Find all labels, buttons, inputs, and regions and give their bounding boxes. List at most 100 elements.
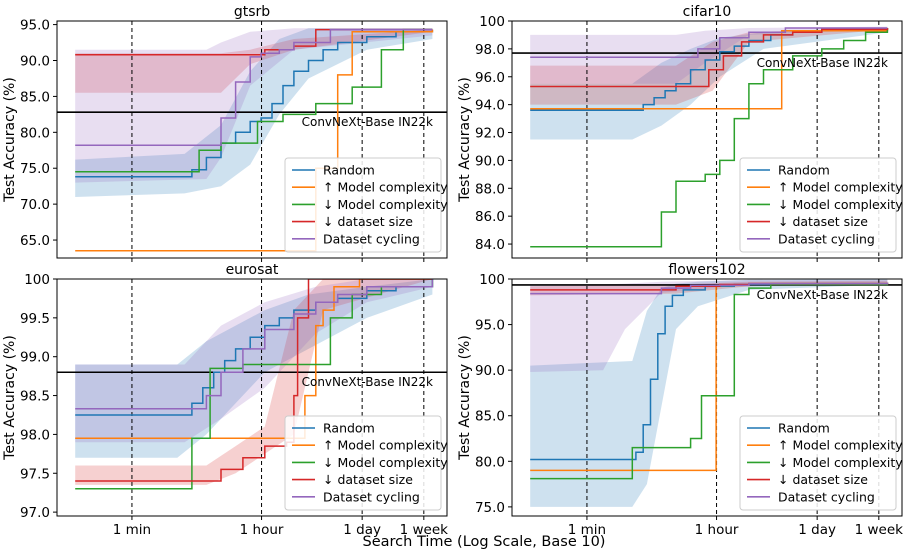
y-tick-label: 90.0 bbox=[475, 153, 505, 169]
y-axis-label: Test Accuracy (%) bbox=[457, 77, 473, 203]
panel-cifar10: ConvNeXt-Base IN22k 84.0 86.0 88.0 90.0 92.0 9… bbox=[457, 4, 903, 262]
band-Random bbox=[530, 279, 888, 507]
legend: Random ↑ Model complexity ↓ Model complexi… bbox=[284, 415, 448, 511]
legend-entry: ↓ Model complexity bbox=[778, 197, 903, 212]
series-line-↓ dataset size bbox=[530, 28, 889, 88]
band-Random bbox=[75, 279, 433, 458]
baseline-label: ConvNeXt-Base IN22k bbox=[302, 115, 433, 129]
x-tick-label: 1 hour bbox=[240, 522, 284, 538]
legend-entry: Random bbox=[778, 163, 830, 178]
y-tick-label: 80.0 bbox=[475, 454, 505, 470]
x-tick-label: 1 day bbox=[343, 522, 381, 538]
y-tick-label: 100 bbox=[24, 272, 50, 288]
panel-title: eurosat bbox=[226, 262, 279, 278]
legend-entry: ↓ dataset size bbox=[323, 472, 413, 487]
y-tick-label: 75.0 bbox=[20, 161, 50, 177]
legend-entry: Dataset cycling bbox=[778, 231, 875, 246]
y-tick-label: 98.0 bbox=[20, 427, 50, 443]
x-tick-label: 1 week bbox=[855, 522, 904, 538]
legend: Random ↑ Model complexity ↓ Model complexi… bbox=[284, 157, 448, 253]
panel-title: flowers102 bbox=[668, 262, 745, 278]
panel-flowers102: ConvNeXt-Base IN22k 75.0 80.0 85.0 90.0 95.0 1… bbox=[457, 262, 903, 538]
series-line-↓ Model complexity bbox=[75, 28, 433, 173]
band-↓ dataset size bbox=[530, 28, 888, 105]
y-tick-label: 94.0 bbox=[475, 98, 505, 114]
y-tick-label: 88.0 bbox=[475, 181, 505, 197]
y-tick-label: 98.5 bbox=[20, 389, 50, 405]
legend: Random ↑ Model complexity ↓ Model complexi… bbox=[739, 415, 903, 511]
band-Dataset cycling bbox=[75, 279, 433, 443]
plot-content bbox=[57, 279, 447, 516]
legend-box bbox=[739, 415, 897, 511]
x-tick-label: 1 min bbox=[568, 522, 606, 538]
plot-frame bbox=[511, 278, 903, 517]
legend-entry: Dataset cycling bbox=[778, 489, 875, 504]
y-tick-label: 97.0 bbox=[20, 505, 50, 521]
x-tick-label: 1 day bbox=[798, 522, 836, 538]
y-tick-label: 70.0 bbox=[20, 197, 50, 213]
series-line-Dataset cycling bbox=[75, 28, 433, 146]
x-axis-label: Search Time (Log Scale, Base 10) bbox=[363, 534, 606, 550]
series-line-Dataset cycling bbox=[75, 279, 434, 410]
legend-entry: ↓ dataset size bbox=[778, 214, 868, 229]
y-tick-label: 90.0 bbox=[475, 363, 505, 379]
y-tick-label: 99.0 bbox=[20, 350, 50, 366]
legend: Random ↑ Model complexity ↓ Model complexi… bbox=[739, 157, 903, 253]
x-tick-label: 1 min bbox=[113, 522, 151, 538]
y-tick-label: 90.0 bbox=[20, 54, 50, 70]
series-line-Dataset cycling bbox=[530, 27, 888, 58]
legend-entry: Dataset cycling bbox=[323, 489, 420, 504]
y-tick-label: 98.0 bbox=[475, 42, 505, 58]
baseline-label: ConvNeXt-Base IN22k bbox=[302, 375, 433, 389]
series-line-↓ Model complexity bbox=[530, 28, 889, 248]
panel-gtsrb: ConvNeXt-Base IN22k 65.0 70.0 75.0 80.0 85.0 9… bbox=[2, 4, 448, 262]
legend-entry: ↓ dataset size bbox=[778, 472, 868, 487]
band-Dataset cycling bbox=[75, 28, 433, 183]
y-tick-label: 100 bbox=[479, 14, 505, 30]
series-line-Random bbox=[75, 29, 434, 178]
y-tick-label: 65.0 bbox=[20, 233, 50, 249]
plot-frame bbox=[511, 20, 903, 259]
legend-entry: ↑ Model complexity bbox=[778, 180, 903, 195]
x-tick-label: 1 week bbox=[400, 522, 449, 538]
band-Dataset cycling bbox=[530, 26, 888, 84]
legend-box bbox=[284, 157, 442, 253]
y-tick-label: 97.5 bbox=[20, 466, 50, 482]
y-tick-label: 95.0 bbox=[20, 18, 50, 34]
legend-entry: ↑ Model complexity bbox=[323, 180, 448, 195]
baseline-label: ConvNeXt-Base IN22k bbox=[757, 288, 888, 302]
y-tick-label: 80.0 bbox=[20, 125, 50, 141]
y-axis-label: Test Accuracy (%) bbox=[2, 77, 18, 203]
series-line-↓ Model complexity bbox=[530, 282, 889, 480]
y-tick-label: 96.0 bbox=[475, 70, 505, 86]
y-axis-label: Test Accuracy (%) bbox=[2, 335, 18, 461]
y-tick-label: 100 bbox=[479, 272, 505, 288]
plot-frame bbox=[56, 20, 448, 259]
legend-entry: ↑ Model complexity bbox=[323, 438, 448, 453]
panel-title: cifar10 bbox=[683, 4, 732, 20]
y-tick-label: 99.5 bbox=[20, 311, 50, 327]
y-tick-label: 85.0 bbox=[475, 409, 505, 425]
band-↓ dataset size bbox=[75, 279, 433, 485]
y-tick-label: 92.0 bbox=[475, 126, 505, 142]
band-Dataset cycling bbox=[530, 279, 888, 372]
legend-entry: ↓ Model complexity bbox=[778, 455, 903, 470]
x-tick-label: 1 hour bbox=[695, 522, 739, 538]
y-tick-label: 86.0 bbox=[475, 209, 505, 225]
y-tick-label: 75.0 bbox=[475, 500, 505, 516]
legend-box bbox=[739, 157, 897, 253]
legend-box bbox=[284, 415, 442, 511]
panel-eurosat: ConvNeXt-Base IN22k 97.0 97.5 98.0 98.5 99.0 9… bbox=[2, 262, 448, 538]
legend-entry: ↑ Model complexity bbox=[778, 438, 903, 453]
legend-entry: ↓ dataset size bbox=[323, 214, 413, 229]
legend-entry: ↓ Model complexity bbox=[323, 197, 448, 212]
legend-entry: Random bbox=[323, 421, 375, 436]
baseline-label: ConvNeXt-Base IN22k bbox=[757, 56, 888, 70]
y-tick-label: 84.0 bbox=[475, 237, 505, 253]
series-line-Dataset cycling bbox=[530, 282, 889, 295]
panel-title: gtsrb bbox=[234, 4, 270, 20]
legend-entry: ↓ Model complexity bbox=[323, 455, 448, 470]
plot-frame bbox=[56, 278, 448, 517]
y-tick-label: 95.0 bbox=[475, 318, 505, 334]
